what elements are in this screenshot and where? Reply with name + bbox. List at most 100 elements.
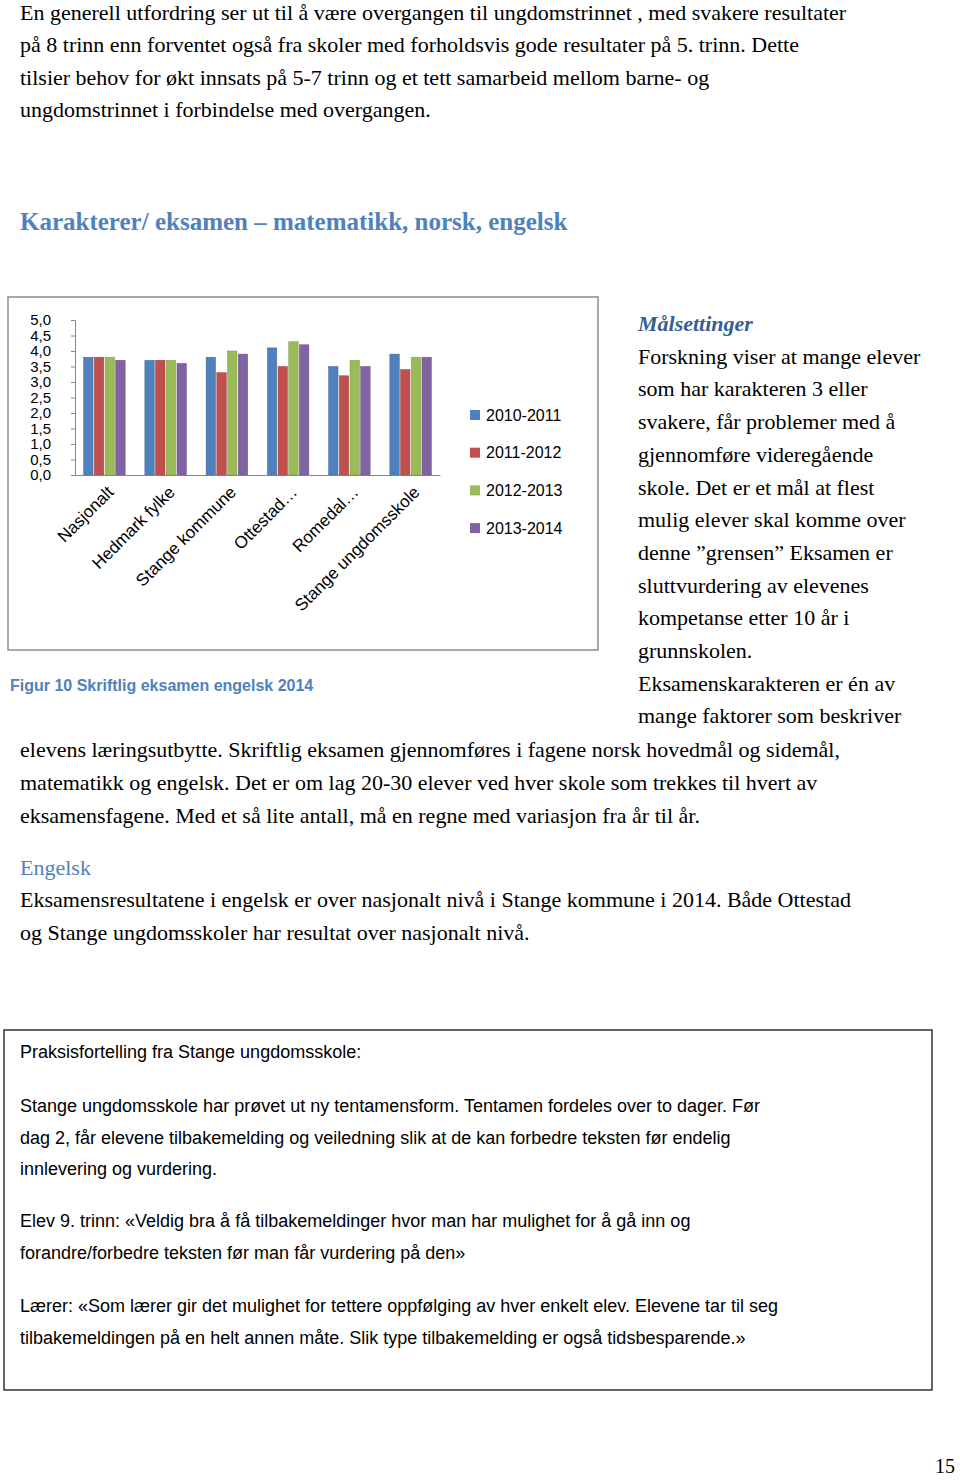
x-tick-label: Stange kommune [132,483,240,591]
sidebar-line: skole. Det er et mål at flest [638,475,874,500]
chart-frame [8,297,598,650]
intro-line: ungdomstrinnet i forbindelse med overgan… [20,97,431,122]
sidebar: MålsettingerForskning viser at mange ele… [20,311,921,828]
x-tick: Nasjonalt [54,475,118,546]
bar [390,354,399,475]
box-line: Stange ungdomsskole har prøvet ut ny ten… [20,1096,760,1116]
bar [217,373,226,475]
bar [350,360,359,475]
y-tick-mark [71,444,75,445]
chart-title: Karakterer/ eksamen – matematikk, norsk,… [20,208,568,235]
sidebar-line: svakere, får problemer med å [638,409,895,434]
bar [177,363,186,475]
x-tick-label: Stange ungdomsskole [291,483,423,615]
sidebar-line: gjennomføre videregående [638,442,873,467]
intro-line: tilsier behov for økt innsats på 5-7 tri… [20,65,709,90]
legend-label: 2010-2011 [486,407,561,424]
sidebar-line: denne ”grensen” Eksamen er [638,540,893,565]
y-tick: 2,5 [30,389,75,406]
bar [228,351,237,475]
box-line: forandre/forbedre teksten før man får vu… [20,1243,465,1263]
bar [422,357,431,475]
bar [206,357,215,475]
sidebar-line: som har karakteren 3 eller [638,376,868,401]
bar [289,342,298,475]
legend-label: 2012-2013 [486,482,563,499]
page-number: 15 [935,1455,955,1477]
y-tick-mark [71,475,75,476]
bar [299,345,308,475]
y-tick-mark [71,382,75,383]
sidebar-line: sluttvurdering av elevenes [638,573,869,598]
y-tick-mark [71,367,75,368]
intro: En generell utfordring ser ut til å være… [20,0,847,122]
x-axis: NasjonaltHedmark fylkeStange kommuneOtte… [54,475,441,615]
y-tick: 5,0 [30,311,75,328]
sidebar-line: matematikk og engelsk. Det er om lag 20-… [20,770,817,795]
sidebar-line: mulig elever skal komme over [638,507,906,532]
y-tick-mark [71,460,75,461]
sidebar-line: Forskning viser at mange elever [638,344,921,369]
bar [401,370,410,475]
sidebar-line: mange faktorer som beskriver [638,703,902,728]
sidebar-line: kompetanse etter 10 år i [638,605,849,630]
bar [411,357,420,475]
box-line: dag 2, får elevene tilbakemelding og vei… [20,1128,730,1148]
y-tick-label: 4,0 [30,342,51,359]
bar [339,376,348,475]
legend-swatch [470,448,480,458]
section: Engelsk Eksamensresultatene i engelsk er … [20,855,851,945]
y-tick: 3,0 [30,373,75,390]
y-axis: 0,00,51,01,52,02,53,03,54,04,55,0 [30,311,75,483]
story-box: Praksisfortelling fra Stange ungdomsskol… [4,1030,932,1390]
bar [238,354,247,475]
legend: 2010-2011 2011-2012 2012-2013 2013-2014 [470,407,563,537]
y-tick: 1,0 [30,435,75,452]
legend-label: 2013-2014 [486,520,563,537]
box-frame [4,1030,932,1390]
page: En generell utfordring ser ut til å være… [0,0,960,1484]
x-tick: Stange ungdomsskole [291,475,423,615]
legend-label: 2011-2012 [486,444,561,461]
bars [84,342,432,475]
sidebar-line: eksamensfagene. Med et så lite antall, m… [20,803,700,828]
y-tick: 3,5 [30,358,75,375]
bar [166,360,175,475]
y-tick-label: 2,5 [30,389,51,406]
legend-swatch [470,523,480,533]
y-tick-label: 0,0 [30,466,51,483]
bar [278,367,287,476]
y-tick-mark [71,398,75,399]
y-tick: 0,5 [30,451,75,468]
box-line: tilbakemeldingen på en helt annen måte. … [20,1328,745,1348]
y-tick-mark [71,336,75,337]
bar [94,357,103,475]
section-title: Engelsk [20,855,91,880]
x-tick-label: Nasjonalt [54,482,118,546]
box-line: innlevering og vurdering. [20,1159,217,1179]
legend-swatch [470,485,480,495]
sidebar-line: elevens læringsutbytte. Skriftlig eksame… [20,737,840,762]
bar [156,360,165,475]
x-tick: Stange kommune [132,475,240,590]
y-tick: 1,5 [30,420,75,437]
y-tick-label: 3,5 [30,358,51,375]
sidebar-line: Eksamenskarakteren er én av [638,671,895,696]
intro-line: på 8 trinn enn forventet også fra skoler… [20,32,799,57]
y-tick: 2,0 [30,404,75,421]
intro-line: En generell utfordring ser ut til å være… [20,0,847,25]
bar [105,357,114,475]
y-tick-mark [71,351,75,352]
bar [361,367,370,476]
y-tick-label: 0,5 [30,451,51,468]
bar [267,348,276,475]
figure-caption: Figur 10 Skriftlig eksamen engelsk 2014 [10,677,313,694]
section-line: Eksamensresultatene i engelsk er over na… [20,887,851,912]
y-tick-label: 5,0 [30,311,51,328]
section-line: og Stange ungdomsskoler har resultat ove… [20,920,530,945]
y-tick: 0,0 [30,466,75,483]
y-axis-line [71,321,76,476]
y-tick-mark [71,320,75,321]
x-axis-line [76,475,441,476]
y-tick: 4,0 [30,342,75,359]
